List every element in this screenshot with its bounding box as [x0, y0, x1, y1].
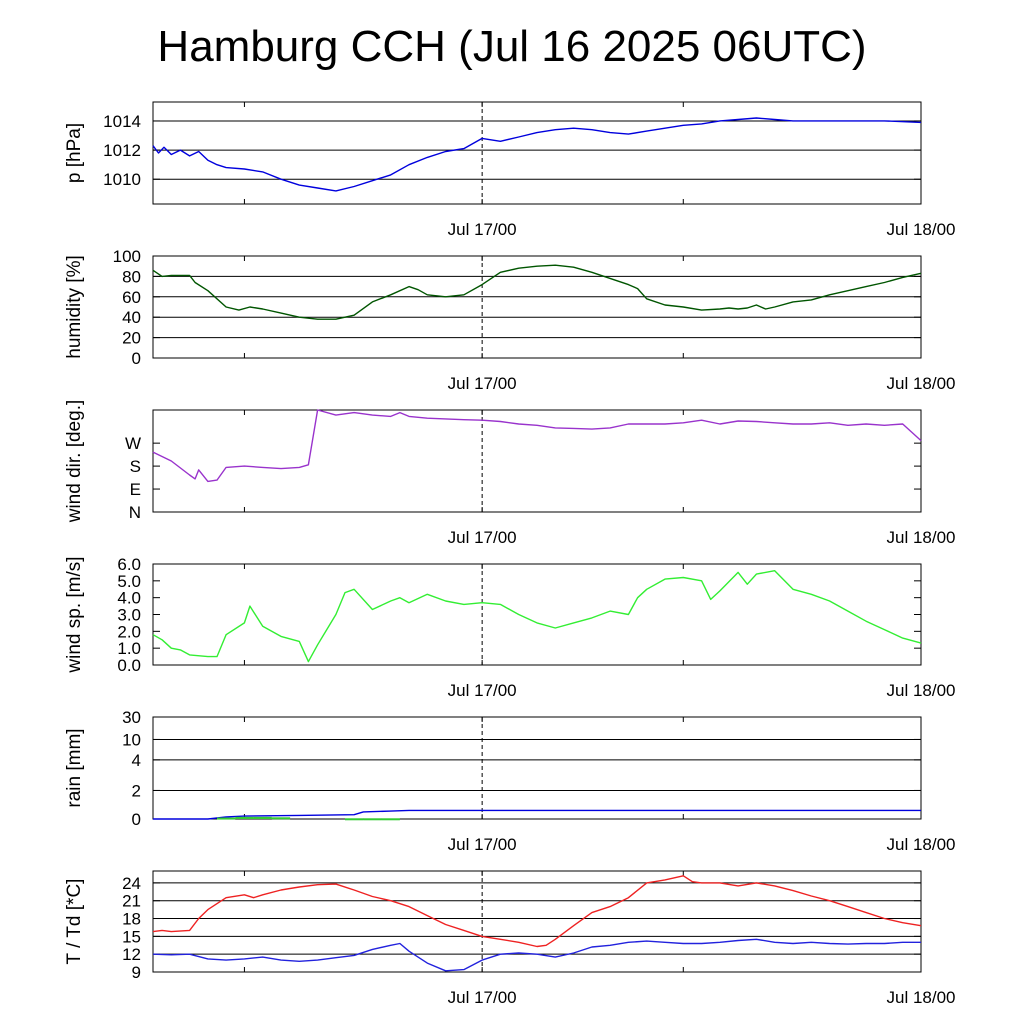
wind-speed-time-label: Jul 17/00	[448, 681, 517, 700]
temperature-time-label: Jul 17/00	[448, 988, 517, 1007]
temperature-plot-frame	[152, 870, 922, 973]
pressure-value-series-line	[152, 117, 922, 192]
pressure-panel: 1010 1012 1014 p [hPa] Jul 17/00 Jul 18/00	[64, 101, 956, 239]
humidity-y-tick-label: 40	[122, 308, 141, 327]
temperature-y-tick-label: 24	[122, 874, 141, 893]
pressure-y-tick-label: 1014	[103, 112, 141, 131]
rain-rain-bar	[271, 817, 291, 820]
wind-speed-panel: 0.01.02.03.04.05.06.0 wind sp. [m/s] Jul 1…	[64, 555, 956, 700]
temperature-axis-label: T / Td [*C]	[64, 879, 85, 965]
pressure-time-label: Jul 17/00	[448, 220, 517, 239]
rain-rain-bar	[235, 816, 254, 819]
temperature-y-tick-label: 18	[122, 910, 141, 929]
wind-speed-y-tick-label: 4.0	[117, 589, 141, 608]
humidity-y-tick-label: 0	[132, 349, 141, 368]
pressure-y-tick-label: 1012	[103, 141, 141, 160]
humidity-value-series-line	[152, 264, 922, 320]
pressure-axis-label: p [hPa]	[64, 123, 85, 183]
rain-rain-bar	[217, 817, 236, 820]
humidity-time-label: Jul 18/00	[887, 374, 956, 393]
rain-time-label: Jul 17/00	[448, 835, 517, 854]
temperature-y-tick-label: 9	[132, 963, 141, 982]
wind-direction-plot-frame	[152, 409, 922, 513]
wind-direction-y-tick-label: E	[130, 480, 141, 499]
wind-direction-time-label: Jul 17/00	[448, 528, 517, 547]
rain-rain-bar	[253, 816, 272, 819]
rain-plot-frame	[152, 716, 922, 820]
rain-rain-bar	[345, 818, 364, 821]
temperature-td-series-line	[152, 938, 921, 972]
wind-speed-y-tick-label: 2.0	[117, 622, 141, 641]
pressure-time-label: Jul 18/00	[887, 220, 956, 239]
wind-speed-value-series-line	[152, 570, 922, 663]
wind-direction-y-tick-label: S	[130, 457, 141, 476]
humidity-axis-label: humidity [%]	[64, 255, 85, 358]
rain-y-tick-label: 10	[122, 730, 141, 749]
wind-speed-y-tick-label: 5.0	[117, 572, 141, 591]
rain-y-tick-label: 0	[132, 810, 141, 829]
chart-title: Hamburg CCH (Jul 16 2025 06UTC)	[157, 22, 867, 71]
temperature-y-tick-label: 21	[122, 892, 141, 911]
rain-y-tick-label: 4	[132, 751, 141, 770]
wind-direction-value-series-line	[152, 409, 922, 483]
wind-speed-plot-frame	[152, 563, 922, 666]
wind-direction-y-tick-label: W	[125, 434, 141, 453]
humidity-y-tick-label: 20	[122, 329, 141, 348]
rain-y-tick-label: 2	[132, 781, 141, 800]
humidity-time-label: Jul 17/00	[448, 374, 517, 393]
humidity-y-tick-label: 80	[122, 267, 141, 286]
wind-direction-y-tick-label: N	[129, 503, 141, 522]
rain-rain-bar	[363, 818, 382, 821]
humidity-y-tick-label: 60	[122, 288, 141, 307]
wind-speed-y-tick-label: 1.0	[117, 639, 141, 658]
rain-y-tick-label: 30	[122, 708, 141, 727]
pressure-plot-frame	[152, 101, 922, 205]
humidity-y-tick-label: 100	[113, 247, 141, 266]
humidity-plot-frame	[152, 255, 922, 359]
wind-speed-y-tick-label: 3.0	[117, 606, 141, 625]
temperature-time-label: Jul 18/00	[887, 988, 956, 1007]
wind-speed-time-label: Jul 18/00	[887, 681, 956, 700]
rain-panel: 0 2 4 10 30 rain [mm] Jul 17/00 Jul 18/00	[64, 708, 956, 854]
pressure-y-tick-label: 1010	[103, 170, 141, 189]
temperature-y-tick-label: 15	[122, 927, 141, 946]
wind-speed-axis-label: wind sp. [m/s]	[64, 556, 85, 673]
rain-rain-bar	[381, 818, 400, 821]
wind-speed-y-tick-label: 6.0	[117, 555, 141, 574]
wind-direction-time-label: Jul 18/00	[887, 528, 956, 547]
temperature-t-series-line	[152, 875, 922, 948]
rain-time-label: Jul 18/00	[887, 835, 956, 854]
wind-direction-axis-label: wind dir. [deg.]	[64, 400, 85, 524]
wind-speed-y-tick-label: 0.0	[117, 656, 141, 675]
temperature-y-tick-label: 12	[122, 945, 141, 964]
rain-axis-label: rain [mm]	[64, 728, 85, 807]
